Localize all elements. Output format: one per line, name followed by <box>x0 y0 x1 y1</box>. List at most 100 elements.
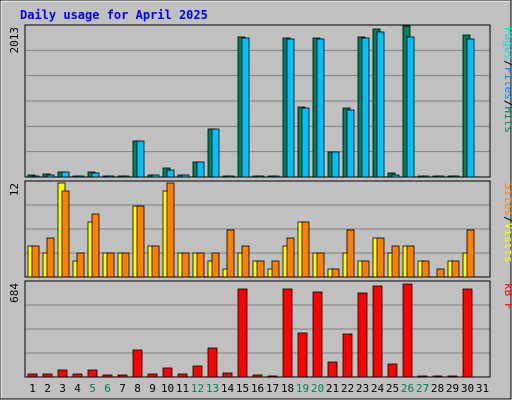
day-label: 22 <box>341 382 354 395</box>
legend-label: Visits <box>502 223 512 263</box>
bar-kb-f-day-8 <box>132 349 143 378</box>
bar-sites-day-26 <box>406 245 415 278</box>
day-label: 25 <box>386 382 399 395</box>
bar-kb-f-day-25 <box>387 363 398 378</box>
bar-sites-day-13 <box>211 252 220 278</box>
bar-files-day-4 <box>76 175 85 178</box>
series-legend: Sites/Visits <box>502 183 512 263</box>
bar-files-day-12 <box>196 161 205 178</box>
day-label: 15 <box>236 382 249 395</box>
bar-files-day-22 <box>346 109 355 178</box>
bar-sites-day-24 <box>376 237 385 278</box>
bar-sites-day-1 <box>31 245 40 278</box>
bar-files-day-18 <box>286 38 295 178</box>
bar-kb-f-day-20 <box>312 291 323 378</box>
bar-sites-day-20 <box>316 252 325 278</box>
bar-files-day-13 <box>211 128 220 178</box>
bar-files-day-16 <box>256 175 265 178</box>
bar-kb-f-day-17 <box>267 375 278 378</box>
bar-files-day-20 <box>316 38 325 178</box>
legend-label: / <box>502 100 512 107</box>
bar-kb-f-day-19 <box>297 332 308 378</box>
chart-panels: 2013Pages/Files/Hits12Sites/Visits684kB … <box>8 24 512 378</box>
bar-sites-day-8 <box>136 205 145 278</box>
day-label: 8 <box>134 382 141 395</box>
day-label: 2 <box>44 382 51 395</box>
y-max-label: 12 <box>8 183 21 196</box>
bar-kb-f-day-14 <box>222 372 233 378</box>
bar-kb-f-day-11 <box>177 373 188 378</box>
bar-kb-f-day-15 <box>237 288 248 378</box>
bar-files-day-9 <box>151 174 160 178</box>
bar-kb-f-day-4 <box>72 373 83 378</box>
bar-files-day-6 <box>106 175 115 178</box>
bar-kb-f-day-9 <box>147 373 158 378</box>
panel-middle: 12 Sites/Visits <box>8 180 512 278</box>
bar-sites-day-5 <box>91 213 100 278</box>
bar-kb-f-day-5 <box>87 369 98 378</box>
bar-kb-f-day-12 <box>192 365 203 378</box>
bar-sites-day-14 <box>226 229 235 278</box>
legend-label: / <box>502 216 512 223</box>
bar-files-day-27 <box>421 175 430 178</box>
bar-files-day-23 <box>361 37 370 178</box>
day-label: 7 <box>119 382 126 395</box>
legend-label: Pages <box>502 27 512 60</box>
bar-kb-f-day-16 <box>252 374 263 378</box>
day-label: 14 <box>221 382 235 395</box>
bar-kb-f-day-1 <box>27 373 38 378</box>
bar-sites-day-11 <box>181 252 190 278</box>
bar-sites-day-30 <box>466 229 475 278</box>
day-label: 17 <box>266 382 279 395</box>
bar-kb-f-day-6 <box>102 374 113 378</box>
day-label: 27 <box>416 382 429 395</box>
bar-sites-day-17 <box>271 260 280 278</box>
bar-sites-day-23 <box>361 260 370 278</box>
day-label: 16 <box>251 382 264 395</box>
day-label: 20 <box>311 382 324 395</box>
day-label: 9 <box>149 382 156 395</box>
bar-sites-day-21 <box>331 268 340 278</box>
series-legend: kB F <box>502 283 512 310</box>
bar-files-day-5 <box>91 172 100 178</box>
bar-kb-f-day-26 <box>402 283 413 378</box>
legend-label: Sites <box>502 183 512 216</box>
bar-files-day-10 <box>166 169 175 178</box>
bar-sites-day-2 <box>46 237 55 278</box>
day-label: 30 <box>461 382 474 395</box>
x-axis-day-labels: 1 2 3 4 5 6 7 8 9 10 11 12 13 14 15 16 17 18 19 20 21 22 23 24 2… <box>29 382 489 395</box>
bar-files-day-30 <box>466 38 475 178</box>
bar-files-day-17 <box>271 175 280 178</box>
bar-kb-f-day-29 <box>447 375 458 378</box>
y-max-label: 684 <box>8 283 21 303</box>
bar-files-day-7 <box>121 175 130 178</box>
day-label: 3 <box>59 382 66 395</box>
bar-sites-day-3 <box>61 190 70 278</box>
panel-bottom: 684 kB F <box>8 280 512 378</box>
bar-files-day-14 <box>226 175 235 178</box>
legend-label: / <box>502 60 512 67</box>
bar-sites-day-4 <box>76 252 85 278</box>
bar-kb-f-day-10 <box>162 367 173 378</box>
bar-files-day-25 <box>391 174 400 178</box>
bar-files-day-21 <box>331 151 340 178</box>
bar-sites-day-29 <box>451 260 460 278</box>
legend-label: Files <box>502 67 512 100</box>
bar-files-day-29 <box>451 175 460 178</box>
bar-files-day-11 <box>181 174 190 178</box>
bar-kb-f-day-2 <box>42 373 53 378</box>
bar-files-day-26 <box>406 36 415 178</box>
y-max-label: 2013 <box>8 27 21 54</box>
bar-kb-f-day-7 <box>117 374 128 378</box>
day-label: 18 <box>281 382 294 395</box>
bar-files-day-19 <box>301 107 310 178</box>
bar-sites-day-12 <box>196 252 205 278</box>
chart-title: Daily usage for April 2025 <box>20 8 208 22</box>
bar-sites-day-22 <box>346 229 355 278</box>
bar-sites-day-15 <box>241 245 250 278</box>
day-label: 19 <box>296 382 309 395</box>
bar-kb-f-day-13 <box>207 347 218 378</box>
bar-sites-day-19 <box>301 221 310 278</box>
